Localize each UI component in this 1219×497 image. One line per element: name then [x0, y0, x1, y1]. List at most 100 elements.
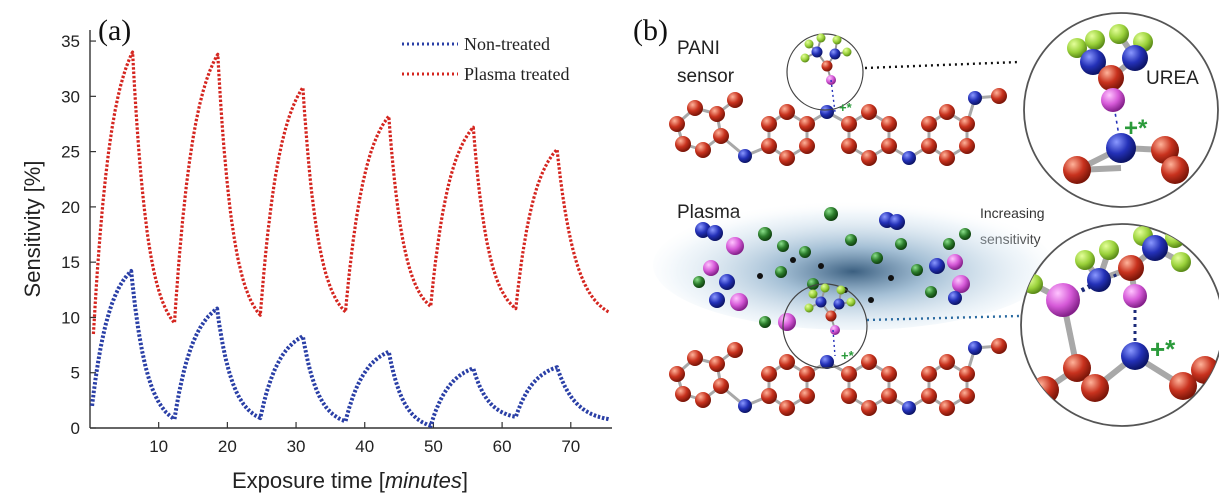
carbon-atom [799, 366, 815, 382]
carbon-atom [713, 378, 729, 394]
carbon-atom [799, 116, 815, 132]
radical-magenta [703, 260, 719, 276]
charge-small-top: +* [839, 100, 853, 115]
y-tick-label: 35 [61, 32, 80, 51]
carbon-atom [709, 106, 725, 122]
radical-magenta [726, 237, 744, 255]
carbon-atom [1031, 376, 1059, 404]
label-urea: UREA [1146, 68, 1199, 89]
legend-label-plasma-treated: Plasma treated [464, 64, 569, 84]
carbon-atom [991, 88, 1007, 104]
nitrogen-atom [709, 292, 725, 308]
radical-black [818, 263, 824, 269]
hydrogen-atom [808, 289, 818, 299]
legend: Non-treated Plasma treated [402, 34, 569, 84]
carbon-atom [687, 350, 703, 366]
nitrogen-atom [707, 225, 723, 241]
radical-black [888, 275, 894, 281]
carbon-atom [695, 392, 711, 408]
carbon-atom [881, 138, 897, 154]
nitrogen-atom [889, 214, 905, 230]
carbon-atom [727, 92, 743, 108]
carbon-atom [921, 388, 937, 404]
carbon-atom [939, 104, 955, 120]
charge-small-bottom: +* [841, 348, 855, 363]
carbon-atom [709, 356, 725, 372]
carbon-atom [799, 388, 815, 404]
radical-black [868, 297, 874, 303]
hydrogen-atom [846, 297, 856, 307]
carbon-atom [761, 138, 777, 154]
charge-large-top: +* [1124, 115, 1148, 142]
y-tick-label: 10 [61, 308, 80, 327]
carbon-atom [1191, 356, 1219, 384]
nitrogen-atom [902, 401, 916, 415]
nitrogen-atom [738, 399, 752, 413]
carbon-atom [841, 116, 857, 132]
urea-molecule-small-bottom [804, 283, 856, 357]
carbon-atom [959, 366, 975, 382]
hydrogen-atom [1075, 250, 1095, 270]
carbon-atom [841, 388, 857, 404]
x-axis-label-prefix: Exposure time [ [232, 468, 385, 493]
radical-magenta [730, 293, 748, 311]
carbon-atom [881, 366, 897, 382]
radical-green [895, 238, 907, 250]
zoom-circle-top-small [786, 33, 864, 111]
hydrogen-atom [842, 47, 852, 57]
carbon-atom [959, 388, 975, 404]
zoom-circle-bottom-large: +* [1020, 223, 1219, 427]
nitrogen-atom [929, 258, 945, 274]
radical-green [824, 207, 838, 221]
y-tick-label: 25 [61, 143, 80, 162]
y-ticks: 0 5 10 15 20 25 30 35 [61, 32, 96, 438]
y-tick-label: 30 [61, 87, 80, 106]
carbon-atom [921, 116, 937, 132]
sensitivity-chart: (a) 0 5 10 15 20 25 30 35 10 20 30 40 50 60 70 Non-tr… [20, 14, 612, 493]
label-pani: PANI [677, 38, 720, 59]
hydrogen-atom [816, 33, 826, 43]
carbon-atom [881, 388, 897, 404]
carbon-atom [1118, 255, 1144, 281]
carbon-atom [727, 342, 743, 358]
radical-green [775, 266, 787, 278]
carbon-atom [675, 386, 691, 402]
zoom-connector-top [864, 60, 1020, 70]
hydrogen-atom [800, 53, 810, 63]
hydrogen-atom [836, 285, 846, 295]
panel-b-letter: (b) [633, 14, 668, 47]
carbon-atom [821, 60, 833, 72]
x-axis-label-unit: minutes [385, 468, 462, 493]
radical-magenta [778, 313, 796, 331]
nitrogen-atom [738, 149, 752, 163]
carbon-atom [779, 354, 795, 370]
legend-entry-plasma-treated: Plasma treated [402, 64, 569, 84]
nitrogen-atom [1087, 268, 1111, 292]
zoom-connector-bottom [866, 314, 1020, 322]
zoom-circle-top-large: UREA +* [1023, 12, 1219, 208]
radical-magenta [952, 275, 970, 293]
hydrogen-atom [1109, 24, 1129, 44]
radical-magenta [947, 254, 963, 270]
x-tick-label: 60 [493, 437, 512, 456]
series-line-plasma-treated [91, 50, 610, 335]
carbon-atom [861, 354, 877, 370]
hydrogen-atom [1099, 240, 1119, 260]
carbon-atom [669, 366, 685, 382]
bond [832, 329, 836, 357]
panel-a-letter: (a) [98, 14, 131, 47]
nitrogen-atom [820, 355, 834, 369]
plasma-mechanism-diagram: (b) PANI sensor Plasma Increasing sensit… [633, 12, 1219, 427]
y-tick-label: 0 [71, 419, 80, 438]
nitrogen-atom [968, 91, 982, 105]
nitrogen-atom [833, 298, 845, 310]
hydrogen-atom [1067, 38, 1087, 58]
radical-green [943, 238, 955, 250]
carbon-atom [669, 116, 685, 132]
hydrogen-atom [1171, 252, 1191, 272]
radical-green [799, 246, 811, 258]
radical-green [807, 278, 819, 290]
hydrogen-atom [804, 39, 814, 49]
label-sensor: sensor [677, 66, 735, 87]
pani-chain-upper [669, 88, 1007, 166]
